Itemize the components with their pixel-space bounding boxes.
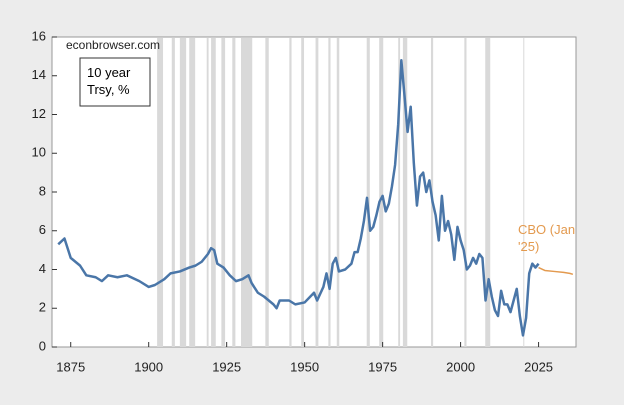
recession-band (301, 38, 305, 347)
y-tick-label: 4 (39, 261, 46, 276)
recession-band (221, 38, 226, 347)
legend-label: 10 year Trsy, % (87, 65, 131, 97)
recession-band (485, 38, 491, 347)
recession-band (157, 38, 164, 347)
recession-band (464, 38, 467, 347)
x-tick-label: 2025 (524, 359, 553, 374)
recession-band (171, 38, 175, 347)
y-tick-label: 8 (39, 183, 46, 198)
series-line (538, 266, 574, 276)
recession-band (232, 38, 236, 347)
recession-band (379, 38, 384, 347)
x-tick-label: 1875 (56, 359, 85, 374)
recession-band (336, 38, 340, 347)
y-tick-label: 16 (32, 28, 46, 43)
recession-band (366, 38, 370, 347)
x-tick-label: 1950 (290, 359, 319, 374)
x-tick-label: 1925 (212, 359, 241, 374)
recession-band (402, 38, 408, 347)
recession-band (289, 38, 292, 347)
y-tick-label: 0 (39, 338, 46, 353)
legend-box (79, 57, 151, 107)
cbo-label: CBO (Jan '25) (518, 222, 576, 254)
x-tick-label: 1975 (368, 359, 397, 374)
recession-band (179, 38, 187, 347)
y-tick-label: 12 (32, 106, 46, 121)
recession-band (211, 38, 216, 347)
y-tick-label: 14 (32, 67, 46, 82)
source-label: econbrowser.com (66, 38, 160, 52)
recession-band (189, 38, 196, 347)
x-tick-label: 1900 (134, 359, 163, 374)
recession-band (523, 38, 525, 347)
recession-band (206, 38, 209, 347)
recession-band (265, 38, 269, 347)
y-tick-label: 10 (32, 145, 46, 160)
y-tick-label: 2 (39, 300, 46, 315)
x-tick-label: 2000 (446, 359, 475, 374)
recession-band (328, 38, 331, 347)
y-tick-label: 6 (39, 222, 46, 237)
recession-band (398, 38, 401, 347)
series-line (57, 59, 540, 337)
recession-band (241, 38, 253, 347)
recession-band (315, 38, 319, 347)
